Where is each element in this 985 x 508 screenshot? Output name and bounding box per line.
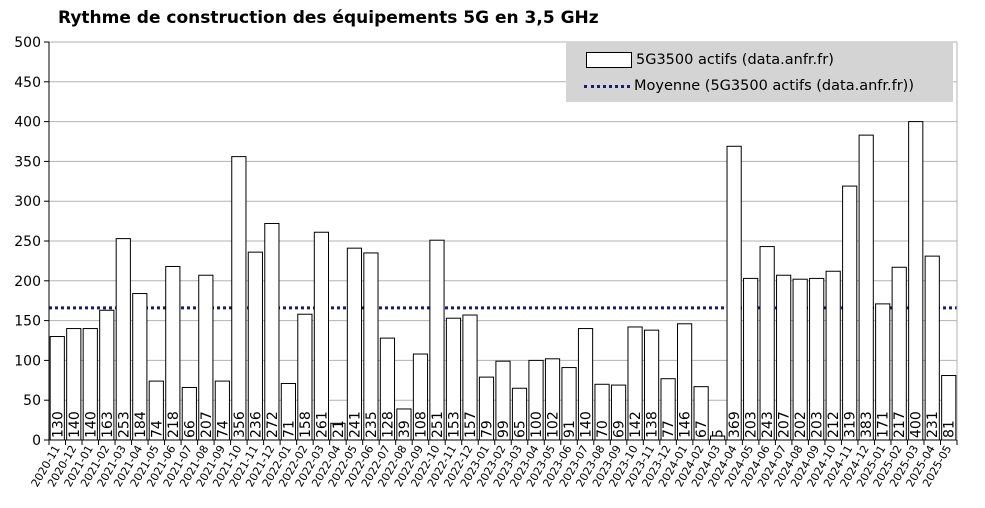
legend-swatch-line bbox=[584, 84, 630, 88]
data-label: 77 bbox=[661, 420, 677, 438]
data-label: 21 bbox=[331, 420, 347, 438]
data-label: 128 bbox=[380, 411, 396, 438]
data-label: 184 bbox=[133, 411, 149, 438]
legend-swatch-bar bbox=[586, 52, 632, 68]
data-label: 319 bbox=[843, 411, 859, 438]
y-tick-label: 250 bbox=[14, 234, 41, 250]
data-label: 207 bbox=[199, 411, 215, 438]
y-tick-label: 150 bbox=[14, 314, 41, 330]
data-label: 243 bbox=[760, 411, 776, 438]
data-label: 171 bbox=[876, 411, 892, 438]
bar bbox=[759, 246, 775, 441]
legend-label-average: Moyenne (5G3500 actifs (data.anfr.fr)) bbox=[634, 78, 914, 94]
data-label: 91 bbox=[562, 420, 578, 438]
data-label: 207 bbox=[777, 411, 793, 438]
data-label: 102 bbox=[546, 411, 562, 438]
y-tick-label: 0 bbox=[32, 433, 41, 449]
data-label: 142 bbox=[628, 411, 644, 438]
data-label: 140 bbox=[67, 411, 83, 438]
data-label: 69 bbox=[612, 420, 628, 438]
bar bbox=[115, 238, 131, 441]
data-label: 153 bbox=[446, 411, 462, 438]
legend-item-average: Moyenne (5G3500 actifs (data.anfr.fr)) bbox=[584, 74, 914, 98]
y-tick-label: 50 bbox=[23, 393, 41, 409]
data-label: 146 bbox=[678, 411, 694, 438]
legend: 5G3500 actifs (data.anfr.fr) Moyenne (5G… bbox=[566, 42, 953, 102]
data-label: 163 bbox=[100, 411, 116, 438]
data-label: 130 bbox=[50, 411, 66, 438]
data-label: 74 bbox=[215, 420, 231, 438]
data-label: 356 bbox=[232, 411, 248, 438]
data-label: 66 bbox=[182, 420, 198, 438]
bar bbox=[842, 185, 858, 441]
bar bbox=[231, 156, 247, 441]
data-label: 5 bbox=[711, 429, 727, 438]
bar bbox=[264, 222, 280, 441]
data-label: 100 bbox=[529, 411, 545, 438]
data-label: 79 bbox=[479, 420, 495, 438]
data-label: 236 bbox=[248, 411, 264, 438]
data-label: 74 bbox=[149, 420, 165, 438]
data-label: 99 bbox=[496, 420, 512, 438]
y-tick-label: 400 bbox=[14, 115, 41, 131]
bar bbox=[429, 239, 445, 441]
data-label: 140 bbox=[579, 411, 595, 438]
y-tick-label: 350 bbox=[14, 154, 41, 170]
data-label: 70 bbox=[595, 420, 611, 438]
bar bbox=[908, 121, 924, 441]
data-label: 81 bbox=[942, 420, 958, 438]
bar bbox=[346, 247, 363, 441]
data-label: 39 bbox=[397, 420, 413, 438]
data-labels: 130 140 140 163 253 184 74 218 66 207 74 356 236 272 7… bbox=[50, 411, 957, 438]
data-label: 241 bbox=[347, 411, 363, 438]
data-label: 67 bbox=[694, 420, 710, 438]
y-tick-label: 200 bbox=[14, 274, 41, 290]
chart-title: Rythme de construction des équipements 5… bbox=[58, 8, 599, 28]
legend-label-bars: 5G3500 actifs (data.anfr.fr) bbox=[636, 52, 834, 68]
data-label: 369 bbox=[727, 411, 743, 438]
data-label: 203 bbox=[744, 411, 760, 438]
data-label: 251 bbox=[430, 411, 446, 438]
data-label: 217 bbox=[892, 411, 908, 438]
bar bbox=[313, 231, 329, 441]
data-label: 218 bbox=[166, 411, 182, 438]
data-label: 400 bbox=[909, 411, 925, 438]
data-label: 212 bbox=[826, 411, 842, 438]
data-label: 383 bbox=[859, 411, 875, 438]
x-tick-labels: 2020-112020-122021-012021-022021-032021-… bbox=[29, 440, 958, 489]
y-tick-label: 500 bbox=[14, 35, 41, 51]
data-label: 157 bbox=[463, 411, 479, 438]
data-label: 202 bbox=[793, 411, 809, 438]
data-label: 272 bbox=[265, 411, 281, 438]
legend-item-bars: 5G3500 actifs (data.anfr.fr) bbox=[586, 48, 834, 72]
data-label: 140 bbox=[83, 411, 99, 438]
data-label: 158 bbox=[298, 411, 314, 438]
data-label: 203 bbox=[810, 411, 826, 438]
data-label: 253 bbox=[116, 411, 132, 438]
bar bbox=[858, 134, 874, 441]
y-tick-label: 300 bbox=[14, 194, 41, 210]
data-label: 261 bbox=[314, 411, 330, 438]
data-label: 65 bbox=[513, 420, 529, 438]
data-label: 138 bbox=[645, 411, 661, 438]
data-label: 108 bbox=[413, 411, 429, 438]
data-label: 235 bbox=[364, 411, 380, 438]
bar bbox=[726, 145, 742, 441]
data-label: 71 bbox=[281, 420, 297, 438]
data-label: 231 bbox=[925, 411, 941, 438]
y-tick-label: 450 bbox=[14, 75, 41, 91]
y-tick-label: 100 bbox=[14, 353, 41, 369]
y-tick-labels: 0 50 100 150 200 250 300 350 400 450 500 bbox=[14, 35, 49, 449]
